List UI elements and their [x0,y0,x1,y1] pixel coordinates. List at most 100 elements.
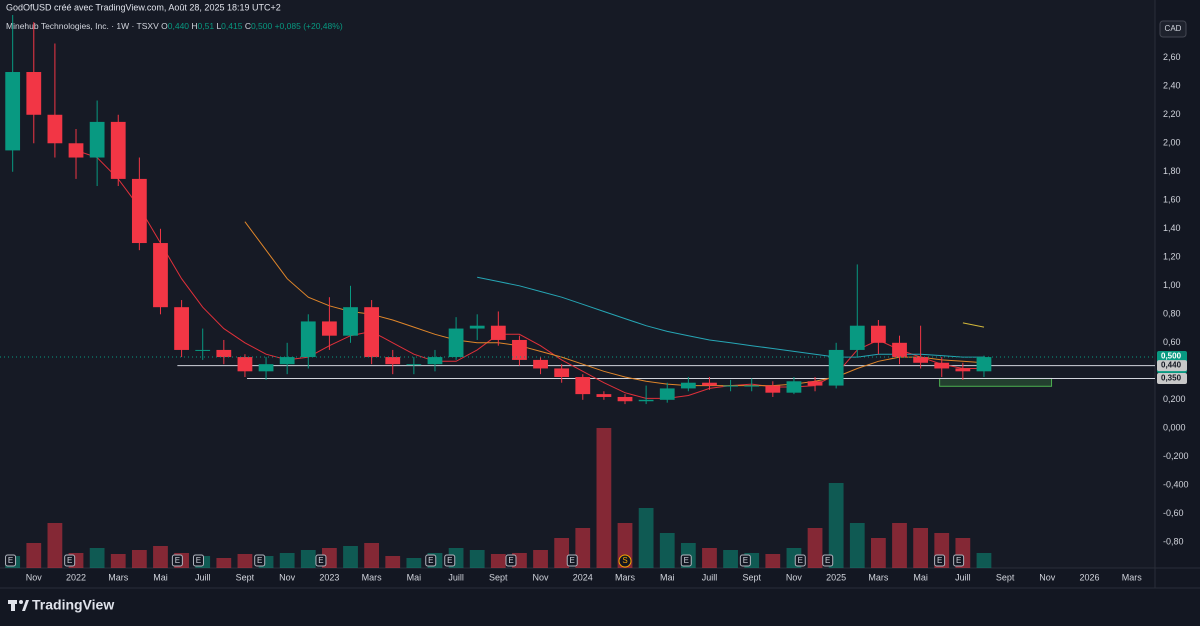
volume-bar [26,543,42,568]
candle-body [702,382,717,386]
candle-body [638,399,654,402]
y-tick-label: 0,000 [1163,423,1186,433]
volume-bar [554,538,570,568]
event-label: E [956,556,961,565]
x-tick-label: 2022 [66,572,86,582]
candle-body [892,342,907,358]
candle-body [807,381,823,386]
y-tick-label: 2,00 [1163,138,1181,148]
candle-body [849,325,865,350]
price-tag-label: 0,440 [1161,361,1182,370]
y-tick-label: 2,20 [1163,109,1181,119]
x-tick-label: 2025 [826,572,846,582]
moving-average [962,322,985,328]
event-marker [618,554,632,568]
candle-body [913,357,929,363]
candle-body [723,385,738,387]
header: GodOfUSD créé avec TradingView.com, Août… [6,2,281,12]
candle-body [533,359,548,369]
candle-body [216,349,232,358]
volume-bar [849,523,865,568]
volume-bar [765,554,781,568]
currency[interactable]: CAD [1165,24,1182,33]
candle-body [406,364,422,366]
candle-body [279,357,295,365]
event-label: E [743,556,748,565]
legend-value: 0,500 [251,21,275,31]
currency-button[interactable] [1159,20,1187,38]
x-tick-label: Nov [26,572,43,582]
legend-key: O [161,21,168,31]
candle-body [934,362,950,369]
zone [939,377,1053,387]
candle-body [26,72,42,115]
price-tag-label: 0,350 [1161,374,1182,383]
volume-bar [871,538,886,568]
candle-body [744,385,760,387]
candle-body [131,178,147,244]
x-tick-label: Sept [996,572,1015,582]
event-marker [934,554,946,567]
volume-bar [596,428,612,568]
event-label: E [8,556,13,565]
event-label: E [196,556,201,565]
y-tick-label: 0,80 [1163,309,1181,319]
candle-body [786,381,802,393]
x-tick-label: Juill [195,572,211,582]
event-label: E [175,556,180,565]
legend-symbol: Minehub Technologies, Inc. · 1W · TSXV [6,21,161,31]
candle-body [828,349,844,386]
volume-bar [533,550,548,568]
plot-area [0,0,1155,568]
event-marker [64,554,76,567]
price-tag-label: 0,500 [1161,352,1182,361]
candle-body [300,321,316,358]
volume-bar [892,523,907,568]
y-tick-label: 1,60 [1163,195,1181,205]
event-label: S [622,556,627,565]
y-tick-label: -0,60 [1163,508,1184,518]
event-marker [953,554,965,567]
x-tick-label: Mai [660,572,675,582]
x-tick-label: Mars [108,572,128,582]
candle-body [322,321,337,336]
legend-value: 0,440 [168,21,192,31]
x-tick-label: Juill [448,572,464,582]
event-label: E [257,556,262,565]
event-marker [505,554,517,567]
candle-body [659,388,675,400]
candle-body [680,382,696,389]
volume-bar [807,528,823,568]
event-label: E [428,556,433,565]
x-tick-label: Sept [742,572,761,582]
candle-body [490,325,506,340]
event-marker [794,554,806,567]
x-tick-label: Mai [153,572,168,582]
candle-body [110,121,126,179]
candle-body [5,72,21,151]
legend: Minehub Technologies, Inc. · 1W · TSXV O… [6,21,343,31]
y-tick-label: 2,60 [1163,52,1181,62]
brand-logo [8,600,29,611]
event-label: E [67,556,72,565]
candle-body [596,394,612,397]
candle-body [385,357,401,365]
volume-bar [723,550,738,568]
event-label: E [684,556,689,565]
volume-bar [47,523,63,568]
event-marker [739,554,751,567]
y-tick-label: -0,400 [1163,480,1189,490]
event-marker [425,554,437,567]
y-tick-label: 2,40 [1163,81,1181,91]
event-label: E [318,556,323,565]
x-tick-label: Mars [868,572,888,582]
event-label: E [508,556,513,565]
candle-body [364,307,380,358]
candle-body [575,377,591,395]
candle-body [89,121,105,158]
y-tick-label: 0,60 [1163,337,1181,347]
x-tick-label: Mars [615,572,635,582]
x-tick-label: Sept [236,572,255,582]
candle-body [153,243,168,308]
